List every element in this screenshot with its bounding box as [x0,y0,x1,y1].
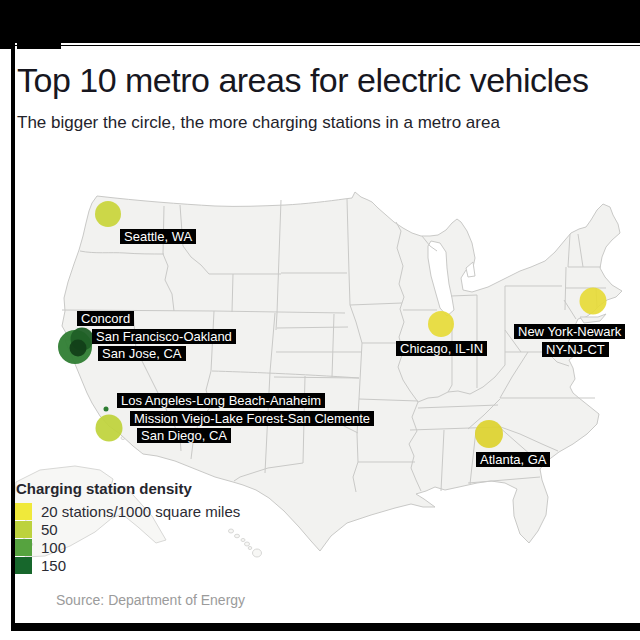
legend-item: 20 stations/1000 square miles [15,503,240,520]
map-label-chip: Seattle, WA [120,229,196,244]
top-black-band [0,0,640,43]
map-label-chip: Mission Viejo-Lake Forest-San Clemente [130,411,374,426]
top-rule [0,45,640,47]
legend-label: 150 [41,557,66,574]
source-credit: Source: Department of Energy [56,592,245,608]
map-label-chip: Chicago, IL-IN [396,341,487,356]
legend-item: 50 [15,521,58,538]
legend-title: Charging station density [16,480,192,497]
page-title: Top 10 metro areas for electric vehicles [17,61,637,100]
legend-swatch [15,557,32,574]
map-label-chip: San Jose, CA [98,346,186,361]
lower48-outline [62,192,622,551]
legend-swatch [15,539,32,556]
legend-item: 150 [15,557,66,574]
metro-circle [475,420,503,448]
map-label-chip: Atlanta, GA [476,452,550,467]
metro-circle [580,288,607,315]
map-label-chip: San Diego, CA [137,428,231,443]
map-label-chip: Los Angeles-Long Beach-Anaheim [117,393,325,408]
map-label-chip: Concord [77,311,134,326]
metro-circle [70,340,87,357]
legend-label: 100 [41,539,66,556]
metro-circle [96,415,123,442]
bottom-black-bar [11,623,640,631]
page-subtitle: The bigger the circle, the more charging… [17,113,617,133]
map-label-chip: New York-Newark [514,324,625,339]
top-left-black-square [0,0,61,49]
map-label-chip: NY-NJ-CT [542,342,609,357]
metro-circle [95,201,121,227]
legend-swatch [15,521,32,538]
metro-circle [428,311,454,337]
metro-circle [104,407,109,412]
legend-swatch [15,503,32,520]
legend-label: 20 stations/1000 square miles [41,503,240,520]
legend-item: 100 [15,539,66,556]
map-label-chip: San Francisco-Oakland [92,329,236,344]
legend-label: 50 [41,521,58,538]
